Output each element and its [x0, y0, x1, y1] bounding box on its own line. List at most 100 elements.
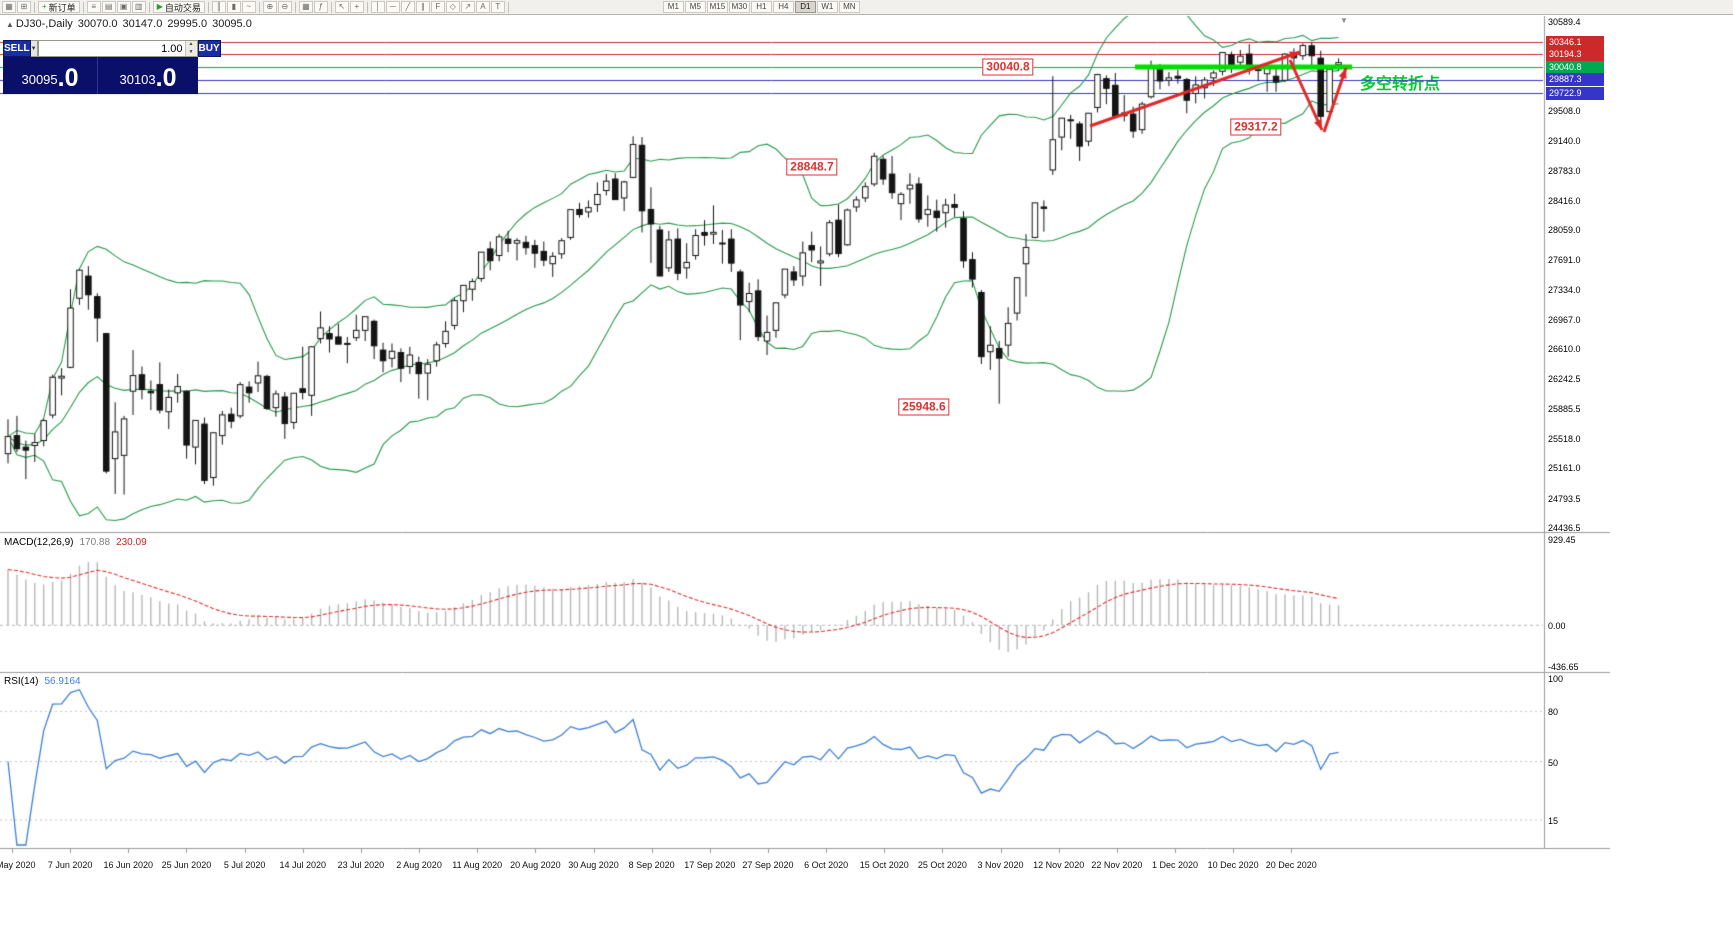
rsi-value: 56.9164	[44, 676, 81, 687]
line-chart-icon: ~	[246, 2, 252, 11]
buy-price-pips: .0	[155, 64, 177, 92]
ohlc-close: 30095.0	[212, 18, 252, 30]
profiles-icon: ⊞	[20, 2, 28, 11]
toolbar-zoom-out-icon[interactable]: ⊖	[277, 1, 292, 13]
market-watch-icon: ≡	[91, 2, 97, 11]
arrows-icon: ↗	[464, 2, 472, 11]
toolbar-horizontal-line-icon[interactable]: ─	[385, 1, 400, 13]
toolbar-text-icon[interactable]: A	[475, 1, 490, 13]
toolbar-separator	[258, 1, 260, 13]
toolbar-candlestick-icon[interactable]: ▮	[226, 1, 241, 13]
zoom-out-icon: ⊖	[281, 2, 289, 11]
timeframe-button-m1[interactable]: M1	[662, 1, 684, 13]
toolbar-navigator-icon[interactable]: ▣	[116, 1, 131, 13]
chart-ohlc-header: ▲ DJ30-,Daily 30070.0 30147.0 29995.0 30095.0	[6, 18, 257, 30]
toolbar-separator	[507, 1, 509, 13]
bar-chart-icon: ║	[216, 2, 222, 11]
text-icon: A	[480, 2, 486, 11]
horizontal-line-icon: ─	[390, 2, 396, 11]
toolbar-new-order-button[interactable]: + 新订单	[38, 1, 80, 13]
trendline-icon: ╱	[405, 2, 411, 11]
toolbar-bar-chart-icon[interactable]: ║	[211, 1, 226, 13]
navigator-icon: ▣	[119, 2, 128, 11]
timeframe-button-h4[interactable]: H4	[772, 1, 794, 13]
buy-price-display[interactable]: 30103.0	[98, 57, 198, 94]
text-label-icon: T	[495, 2, 501, 11]
toolbar-separator	[330, 1, 332, 13]
toolbar-separator	[294, 1, 296, 13]
ohlc-open: 30070.0	[77, 18, 118, 30]
toolbar-data-window-icon[interactable]: ▤	[101, 1, 116, 13]
sell-price-main: 30095	[21, 72, 58, 87]
shapes-icon: ◇	[449, 2, 456, 11]
macd-label: MACD(12,26,9) 170.88 230.09	[4, 537, 153, 548]
toolbar-fibonacci-icon[interactable]: F	[430, 1, 445, 13]
volume-dropdown-icon[interactable]: ▼	[30, 40, 38, 57]
ohlc-low: 29995.0	[167, 18, 208, 30]
timeframe-button-d1[interactable]: D1	[794, 1, 816, 13]
main-toolbar: ▦ ⊞ + 新订单 ≡ ▤ ▣ ▥ ▶ 自动交易 ║ ▮ ~ ⊕ ⊖ ▦ ƒ ↖ + │ ─ ╱ ∥ F ◇ ↗ A T M1 M5 M15…	[0, 0, 1733, 15]
toolbar-button-label: 新订单	[48, 2, 76, 13]
toolbar-market-watch-icon[interactable]: ≡	[86, 1, 101, 13]
toolbar-indicators-icon[interactable]: ƒ	[313, 1, 328, 13]
timeframe-button-m5[interactable]: M5	[684, 1, 706, 13]
data-window-icon: ▤	[104, 2, 113, 11]
indicators-icon: ƒ	[318, 2, 324, 11]
channel-icon: ∥	[420, 2, 425, 11]
volume-input[interactable]	[38, 41, 185, 56]
fibonacci-icon: F	[435, 2, 441, 11]
sell-price-pips: .0	[57, 64, 79, 92]
timeframe-button-m30[interactable]: M30	[728, 1, 750, 13]
toolbar-line-chart-icon[interactable]: ~	[241, 1, 256, 13]
one-click-trade-panel: SELL ▼ ▲ ▼ BUY 30095.0 30103.0	[3, 40, 221, 94]
toolbar-tile-windows-icon[interactable]: ▦	[298, 1, 313, 13]
volume-up-icon[interactable]: ▲	[185, 41, 197, 49]
toolbar-arrows-icon[interactable]: ↗	[460, 1, 475, 13]
toolbar-crosshair-icon[interactable]: +	[349, 1, 364, 13]
toolbar-channel-icon[interactable]: ∥	[415, 1, 430, 13]
macd-signal-value: 230.09	[116, 537, 147, 548]
toolbar-profiles-icon[interactable]: ⊞	[17, 1, 31, 13]
rsi-name: RSI(14)	[4, 676, 39, 687]
volume-down-icon[interactable]: ▼	[185, 48, 197, 56]
volume-field: ▲ ▼	[37, 40, 198, 57]
cursor-icon: ↖	[338, 2, 346, 11]
toolbar-auto-trading-button[interactable]: ▶ 自动交易	[152, 1, 205, 13]
toolbar-shapes-icon[interactable]: ◇	[445, 1, 460, 13]
toolbar-cursor-icon[interactable]: ↖	[334, 1, 349, 13]
toolbar-separator	[34, 1, 35, 13]
volume-stepper[interactable]: ▲ ▼	[184, 41, 197, 56]
toolbar-separator	[366, 1, 368, 13]
toolbar-zoom-in-icon[interactable]: ⊕	[262, 1, 277, 13]
new-order-button: +	[42, 2, 47, 11]
toolbar-vertical-line-icon[interactable]: │	[370, 1, 385, 13]
buy-price-main: 30103	[119, 72, 156, 87]
toolbar-text-label-icon[interactable]: T	[490, 1, 505, 13]
toolbar-new-chart-icon[interactable]: ▦	[2, 1, 16, 13]
buy-button[interactable]: BUY	[197, 40, 221, 57]
rsi-label: RSI(14) 56.9164	[4, 676, 87, 687]
sell-price-display[interactable]: 30095.0	[3, 57, 98, 94]
toolbar-trendline-icon[interactable]: ╱	[400, 1, 415, 13]
crosshair-icon: +	[354, 2, 360, 11]
vertical-line-icon: │	[375, 2, 381, 11]
timeframe-button-w1[interactable]: W1	[816, 1, 838, 13]
symbol-marker-icon: ▲	[6, 20, 14, 29]
macd-name: MACD(12,26,9)	[4, 537, 74, 548]
toolbar-terminal-icon[interactable]: ▥	[131, 1, 146, 13]
timeframe-button-m15[interactable]: M15	[706, 1, 728, 13]
auto-trading-button: ▶	[156, 2, 163, 11]
toolbar-button-label: 自动交易	[164, 2, 201, 13]
ohlc-high: 30147.0	[122, 18, 163, 30]
terminal-icon: ▥	[134, 2, 143, 11]
candlestick-icon: ▮	[231, 2, 237, 11]
timeframe-button-h1[interactable]: H1	[750, 1, 772, 13]
sell-button[interactable]: SELL	[3, 40, 31, 57]
toolbar-separator	[82, 1, 84, 13]
toolbar-separator	[207, 1, 209, 13]
zoom-in-icon: ⊕	[266, 2, 274, 11]
macd-main-value: 170.88	[79, 537, 111, 548]
timeframe-button-mn[interactable]: MN	[838, 1, 860, 13]
